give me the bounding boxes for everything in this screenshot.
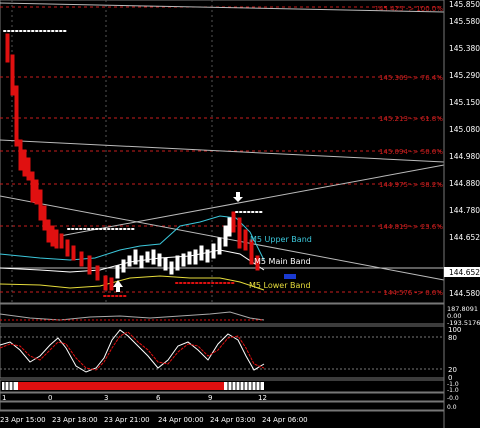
svg-text:145.080: 145.080 (449, 125, 480, 134)
bar-number-0: 0 (48, 394, 52, 402)
upper-band-label: M5 Upper Band (250, 235, 312, 244)
period-separators (11, 0, 213, 303)
empty-panel-1[interactable] (0, 392, 445, 402)
svg-text:145.580: 145.580 (449, 17, 480, 26)
svg-text:144.652: 144.652 (449, 233, 480, 242)
fib-label-61: 145.213 -> 61.8% (379, 115, 443, 123)
svg-text:144.980: 144.980 (449, 152, 480, 161)
empty-panel-2[interactable] (0, 401, 445, 411)
volume-line (0, 311, 265, 321)
signal-strip-red (18, 382, 224, 390)
stoch-axis-0: 0 (448, 374, 452, 382)
fib-label-50: 145.094 -> 50.0% (379, 148, 443, 156)
signal-strip-panel[interactable] (0, 379, 445, 393)
time-label-4: 24 Apr 00:00 (158, 416, 204, 424)
bar-number-6: 6 (156, 394, 161, 402)
bar-number-12: 12 (258, 394, 267, 402)
svg-text:145.290: 145.290 (449, 71, 480, 80)
stochastic-signal-line (0, 331, 265, 371)
candles-bull (115, 217, 232, 279)
signal-strip-white-left (2, 382, 18, 390)
time-label-5: 24 Apr 03:00 (210, 416, 256, 424)
time-label-1: 23 Apr 15:00 (0, 416, 46, 424)
lower-panel-axis: -1.0 -1.0 -0.0 0.0 (447, 381, 459, 411)
svg-text:144.580: 144.580 (449, 289, 480, 298)
main-band-line (0, 249, 265, 273)
svg-text:145.150: 145.150 (449, 98, 480, 107)
stoch-axis-100: 100 (448, 326, 461, 334)
volume-axis-top: 187.8091 (447, 305, 478, 313)
fib-label-0: 144.576 -> 0.0% (383, 289, 443, 297)
svg-text:145.380: 145.380 (449, 44, 480, 53)
bar-number-9: 9 (208, 394, 212, 402)
fib-label-38: 144.975 -> 38.2% (379, 181, 443, 189)
lower-band-label: M5 Lower Band (249, 281, 311, 290)
trend-lines (0, 2, 445, 281)
stoch-axis-20: 20 (448, 366, 457, 374)
time-axis: 1 0 3 6 9 12 23 Apr 15:00 23 Apr 18:00 2… (0, 394, 444, 424)
time-label-3: 23 Apr 21:00 (104, 416, 150, 424)
svg-text:145.850: 145.850 (449, 0, 480, 9)
main-band-label: M5 Main Band (254, 257, 311, 266)
fib-label-100: 145.425 -> 100.0% (375, 5, 444, 13)
fib-labels: 145.425 -> 100.0% 145.369 -> 76.4% 145.2… (375, 5, 444, 297)
candles-bear (5, 33, 260, 291)
volume-axis-bottom: -193.5176 (447, 319, 480, 327)
svg-text:144.880: 144.880 (449, 179, 480, 188)
fib-label-23: 144.819 -> 23.6% (379, 223, 443, 231)
signal-dots (3, 30, 263, 297)
stochastic-panel[interactable]: 100 80 20 0 (0, 325, 461, 382)
upper-band-line (0, 215, 265, 261)
volume-axis-mid: 0.00 (447, 312, 461, 320)
svg-text:0.0: 0.0 (447, 404, 457, 411)
time-label-2: 23 Apr 18:00 (52, 416, 98, 424)
svg-text:-0.0: -0.0 (447, 395, 459, 402)
stochastic-main-line (0, 329, 265, 373)
time-label-6: 24 Apr 06:00 (262, 416, 308, 424)
stoch-axis-80: 80 (448, 334, 457, 342)
sell-arrow-icon (233, 192, 243, 202)
price-plot[interactable]: 145.425 -> 100.0% 145.369 -> 76.4% 145.2… (0, 0, 445, 304)
bar-number-1: 1 (2, 394, 6, 402)
lower-band-line (0, 275, 265, 291)
buy-arrow-icon (113, 280, 123, 292)
current-price-tag (444, 267, 480, 277)
svg-text:-1.0: -1.0 (447, 387, 459, 394)
svg-text:144.780: 144.780 (449, 206, 480, 215)
blue-price-marker (284, 274, 296, 279)
svg-text:-1.0: -1.0 (447, 381, 459, 388)
fib-label-76: 145.369 -> 76.4% (379, 74, 443, 82)
volume-panel[interactable]: 187.8091 0.00 -193.5176 (0, 303, 480, 327)
bar-number-3: 3 (104, 394, 108, 402)
current-price-label: 144.652 (449, 268, 480, 277)
